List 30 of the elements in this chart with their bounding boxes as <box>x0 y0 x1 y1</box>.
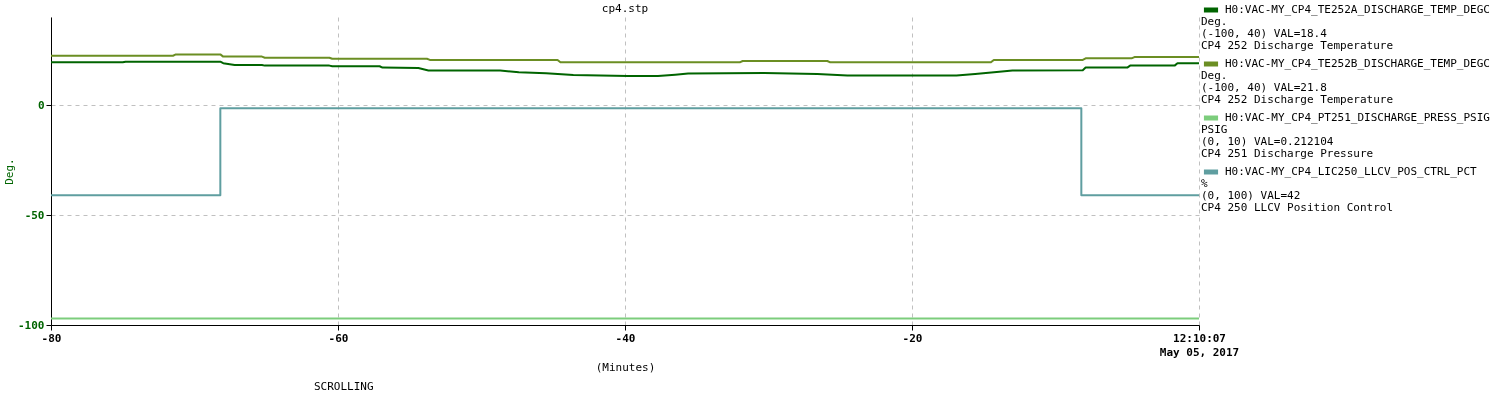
y-tick-label: -50 <box>24 208 45 222</box>
y-tick-label: 0 <box>37 98 45 112</box>
text: (-100, 40) VAL=21.8 <box>1201 81 1327 94</box>
x-tick-label: -80 <box>41 331 62 345</box>
text: CP4 252 Discharge Temperature <box>1201 93 1394 106</box>
x-tick-label: -40 <box>615 331 636 345</box>
text: (-100, 40) VAL=18.4 <box>1201 27 1328 40</box>
text: CP4 252 Discharge Temperature <box>1201 39 1394 52</box>
y-tick-label: -100 <box>18 318 45 332</box>
line-series <box>51 53 1199 64</box>
x-tick-label: -60 <box>328 331 349 345</box>
line-series <box>51 60 1199 77</box>
text: CP4 250 LLCV Position Control <box>1201 201 1394 214</box>
text: PSIG <box>1201 123 1228 136</box>
text: Deg. <box>1201 69 1228 82</box>
legend-label: H0:VAC-MY_CP4_PT251_DISCHARGE_PRESS_PSIG <box>1225 111 1490 124</box>
text: (0, 10) VAL=0.212104 <box>1201 135 1334 148</box>
x-tick-label: 12:10:07 May 05, 2017 <box>1159 331 1240 359</box>
text: Deg. <box>1201 15 1228 28</box>
legend-label: H0:VAC-MY_CP4_LIC250_LLCV_POS_CTRL_PCT <box>1225 165 1478 178</box>
text: (0, 100) VAL=42 <box>1201 189 1301 202</box>
x-axis-title: (Minutes) <box>595 360 656 374</box>
text: SCROLLING <box>314 380 374 393</box>
text: % <box>1201 177 1208 190</box>
text: CP4 251 Discharge Pressure <box>1201 147 1374 160</box>
legend-label: H0:VAC-MY_CP4_TE252B_DISCHARGE_TEMP_DEGC <box>1225 57 1490 70</box>
legend-label: H0:VAC-MY_CP4_TE252A_DISCHARGE_TEMP_DEGC <box>1225 3 1490 16</box>
x-tick-label: -20 <box>902 331 923 345</box>
chart-title: cp4.stp <box>601 2 649 15</box>
y-axis-title: Deg. <box>3 158 17 185</box>
